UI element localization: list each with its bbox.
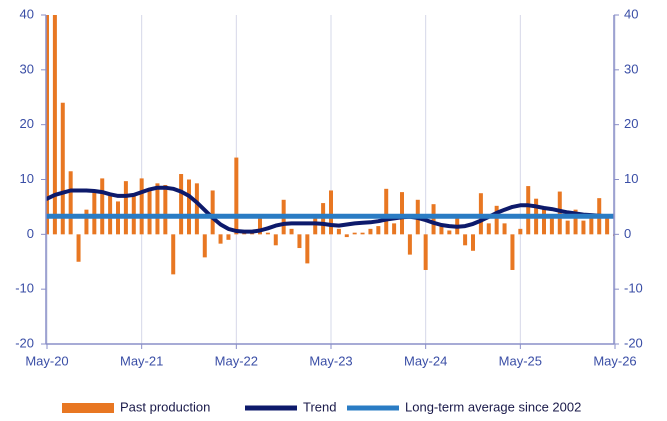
bar [60, 102, 65, 235]
bar [321, 203, 326, 235]
bar [123, 181, 128, 235]
bar [384, 188, 389, 235]
bar [344, 234, 349, 238]
bar [76, 234, 81, 262]
bar [155, 183, 160, 235]
bar [589, 217, 594, 235]
bar [400, 192, 404, 235]
x-tick-label: May-23 [309, 353, 352, 368]
bar [486, 223, 491, 235]
y2-tick-label: -20 [624, 335, 643, 350]
bar [565, 220, 570, 235]
plot-area [46, 15, 614, 275]
x-tick-label: May-26 [593, 353, 636, 368]
bar [258, 217, 262, 235]
bar [187, 179, 191, 235]
y-tick-label: 0 [27, 226, 34, 241]
y-tick-label: 30 [20, 61, 34, 76]
bar [163, 184, 168, 235]
bar [352, 232, 357, 235]
y2-tick-label: 20 [624, 116, 638, 131]
y2-tick-label: 30 [624, 61, 638, 76]
bar [605, 216, 610, 235]
legend-label: Past production [120, 399, 210, 414]
bar [463, 234, 468, 246]
bar [84, 209, 89, 235]
bar [494, 205, 499, 235]
bar [431, 204, 436, 235]
bar [297, 234, 302, 249]
bar [542, 208, 546, 235]
y-tick-label: -20 [15, 335, 34, 350]
bar [218, 234, 223, 244]
bar [273, 234, 278, 246]
y2-tick-label: 0 [624, 226, 631, 241]
bar [439, 226, 444, 235]
legend-label: Trend [303, 399, 336, 414]
x-tick-label: May-22 [215, 353, 258, 368]
y2-tick-label: 10 [624, 171, 638, 186]
bar [52, 15, 57, 235]
bar [210, 190, 215, 235]
legend-label: Long-term average since 2002 [405, 399, 581, 414]
y-tick-label: 10 [20, 171, 34, 186]
bar [92, 190, 97, 235]
bar [581, 220, 586, 235]
bar [557, 191, 562, 235]
bar [305, 234, 310, 264]
bar [573, 209, 578, 235]
bar [289, 228, 294, 235]
bar [510, 234, 515, 270]
bar [526, 186, 531, 235]
bar [360, 232, 365, 235]
y2-tick-label: 40 [624, 6, 638, 21]
bar [139, 178, 144, 235]
x-tick-label: May-21 [120, 353, 163, 368]
bar [171, 234, 176, 275]
y2-tick-label: -10 [624, 281, 643, 296]
bar [549, 217, 554, 235]
line-series [46, 185, 614, 234]
x-tick-label: May-25 [499, 353, 542, 368]
bar [179, 174, 184, 235]
bar [407, 234, 412, 255]
bar [265, 232, 270, 235]
bar [313, 217, 318, 235]
bar [68, 171, 73, 235]
bar [100, 178, 105, 235]
bar [471, 234, 475, 251]
legend-swatch [62, 403, 114, 413]
x-tick-label: May-20 [25, 353, 68, 368]
bar [368, 228, 373, 235]
bar [502, 223, 507, 235]
bar [147, 190, 152, 235]
bar [447, 230, 452, 235]
y-tick-label: -10 [15, 281, 34, 296]
x-tick-label: May-24 [404, 353, 447, 368]
y-tick-label: 20 [20, 116, 34, 131]
bar [376, 226, 381, 235]
bar [423, 234, 428, 270]
bar [518, 228, 523, 235]
bar [329, 190, 333, 235]
bar [336, 228, 341, 235]
y-tick-label: 40 [20, 6, 34, 21]
bar [234, 157, 239, 235]
bar [226, 234, 231, 240]
bar [392, 223, 397, 235]
bar [194, 183, 199, 235]
bar [202, 234, 207, 258]
bar [46, 15, 49, 235]
